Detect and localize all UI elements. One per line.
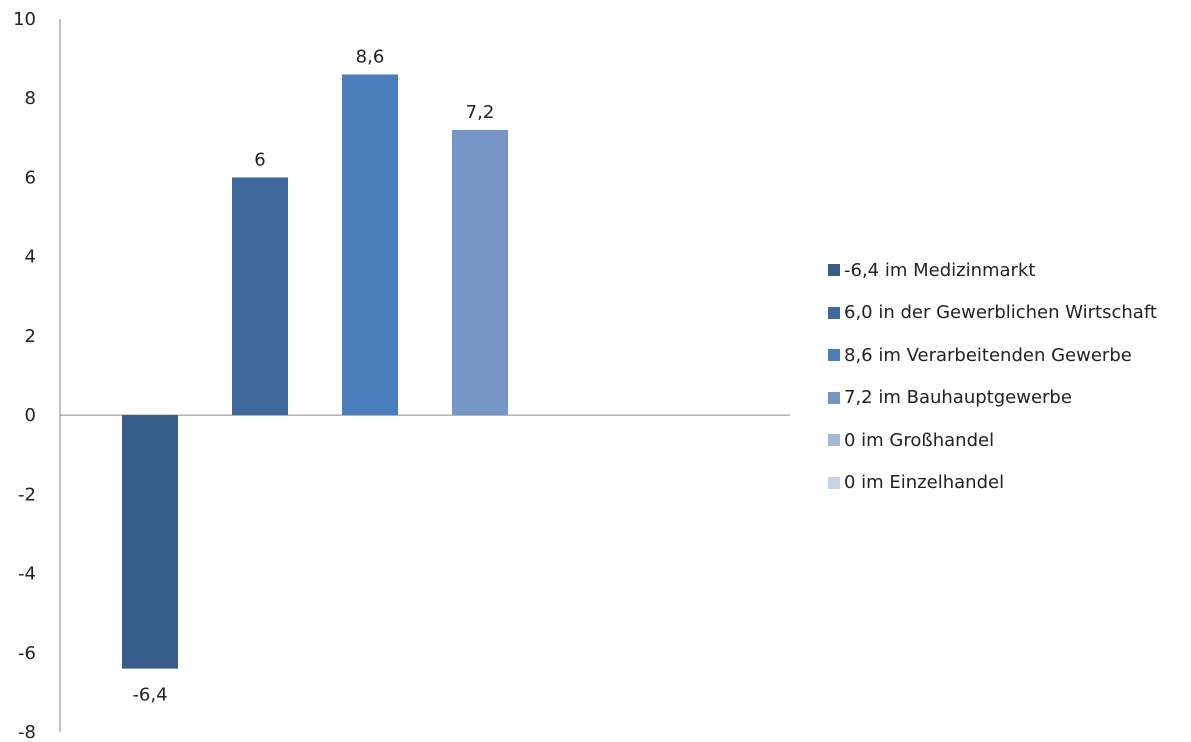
legend-swatch [828, 434, 840, 447]
legend-item: -6,4 im Medizinmarkt [828, 256, 1157, 284]
legend-swatch [828, 476, 840, 489]
y-tick-label: 10 [13, 9, 36, 30]
y-axis: -8 -6 -4 -2 0 2 4 6 8 10 [13, 9, 790, 742]
legend: -6,4 im Medizinmarkt 6,0 in der Gewerblic… [828, 256, 1157, 512]
legend-label: 0 im Großhandel [844, 429, 995, 451]
legend-label: 6,0 in der Gewerblichen Wirtschaft [844, 302, 1157, 324]
legend-label: 7,2 im Bauhauptgewerbe [844, 387, 1072, 409]
bars [122, 74, 508, 669]
bar-data-label: 6 [254, 149, 265, 170]
y-tick-label: 2 [25, 326, 36, 347]
y-tick-label: -2 [18, 484, 36, 505]
legend-item: 0 im Großhandel [828, 426, 1157, 454]
legend-item: 6,0 in der Gewerblichen Wirtschaft [828, 299, 1157, 327]
y-tick-label: -6 [18, 643, 36, 664]
bar [342, 74, 398, 416]
y-tick-label: 4 [25, 247, 36, 268]
legend-item: 8,6 im Verarbeitenden Gewerbe [828, 341, 1157, 369]
legend-label: -6,4 im Medizinmarkt [844, 259, 1036, 281]
bar-data-label: -6,4 [132, 685, 167, 706]
y-tick-label: -8 [18, 722, 36, 742]
y-tick-label: 6 [25, 167, 36, 188]
y-tick-label: -4 [18, 564, 36, 585]
bar-data-label: 7,2 [466, 102, 495, 123]
bar [232, 177, 288, 416]
bar-data-label: 8,6 [356, 46, 385, 67]
legend-item: 7,2 im Bauhauptgewerbe [828, 384, 1157, 412]
y-tick-label: 0 [25, 405, 36, 426]
legend-label: 8,6 im Verarbeitenden Gewerbe [844, 344, 1132, 366]
legend-swatch [828, 391, 840, 404]
legend-swatch [828, 306, 840, 319]
legend-swatch [828, 349, 840, 362]
legend-label: 0 im Einzelhandel [844, 472, 1005, 494]
legend-item: 0 im Einzelhandel [828, 469, 1157, 497]
bar [452, 129, 508, 416]
bar [122, 415, 178, 669]
y-tick-label: 8 [25, 88, 36, 109]
legend-swatch [828, 264, 840, 276]
data-labels: -6,4 6 8,6 7,2 [132, 46, 494, 705]
